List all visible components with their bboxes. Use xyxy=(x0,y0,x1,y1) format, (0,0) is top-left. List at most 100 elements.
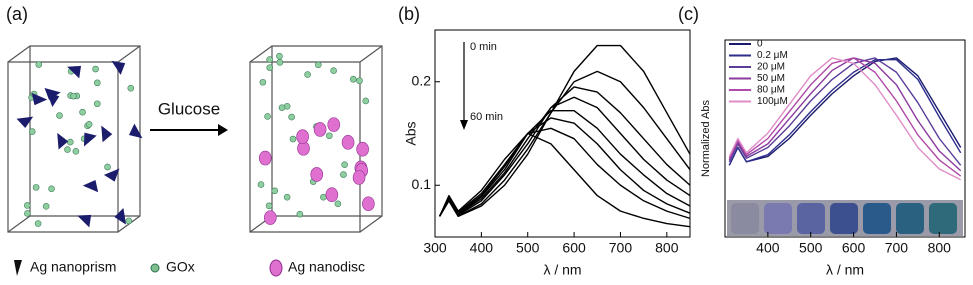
x-tick-label: 400 xyxy=(470,240,494,256)
cuvette xyxy=(863,203,891,234)
gox xyxy=(28,128,36,135)
data-line xyxy=(439,127,691,220)
data-line xyxy=(728,57,962,181)
gox xyxy=(276,59,284,66)
x-tick-label: 300 xyxy=(423,240,447,256)
legend-text: Ag nanoprism xyxy=(30,259,116,275)
nanodisc xyxy=(263,210,277,225)
data-line xyxy=(439,110,691,217)
gox xyxy=(349,75,357,83)
arrow-head xyxy=(218,124,228,136)
y-tick-label: 0.1 xyxy=(412,176,432,192)
data-line xyxy=(728,59,962,166)
gox xyxy=(24,210,31,217)
gox xyxy=(320,193,327,201)
gox xyxy=(264,113,271,120)
nanoprism xyxy=(46,91,60,108)
box-before xyxy=(7,45,141,233)
gox xyxy=(288,113,295,121)
data-line xyxy=(438,132,691,228)
gox xyxy=(304,71,311,78)
legend-icon xyxy=(269,259,283,277)
gox xyxy=(23,202,31,209)
nanodisc xyxy=(325,187,339,203)
x-tick-label: 600 xyxy=(842,240,866,256)
gox xyxy=(265,202,273,210)
gox xyxy=(259,78,267,86)
gox xyxy=(85,120,93,128)
gox xyxy=(42,203,50,210)
x-tick-label: 800 xyxy=(928,240,952,256)
nanodisc xyxy=(341,135,355,150)
nanoprism xyxy=(57,132,69,150)
plot-frame xyxy=(434,29,691,238)
legend-label: 0 xyxy=(757,39,763,50)
gox xyxy=(326,132,333,140)
x-tick-label: 700 xyxy=(609,240,633,256)
x-axis-label: λ / nm xyxy=(543,262,581,278)
x-axis-label: λ / nm xyxy=(826,262,864,278)
gox xyxy=(92,65,99,73)
data-line xyxy=(439,44,691,217)
gox xyxy=(266,56,273,63)
nanoprism xyxy=(111,60,126,75)
cuvette xyxy=(929,203,957,234)
y-tick-label: 0.2 xyxy=(412,72,432,88)
gox xyxy=(125,217,133,225)
legend-label: 0.2 μM xyxy=(757,50,788,61)
nanodisc xyxy=(356,141,369,157)
reaction-boxes xyxy=(7,45,383,233)
nanodisc xyxy=(258,150,272,166)
x-tick-label: 700 xyxy=(885,240,909,256)
legend-label: 80 μM xyxy=(757,85,785,96)
gox xyxy=(104,163,111,171)
legend-icon xyxy=(150,263,160,273)
gox xyxy=(340,171,347,178)
nanodisc xyxy=(310,167,324,182)
box-after xyxy=(249,45,383,233)
gox xyxy=(296,210,304,218)
gox xyxy=(66,138,74,146)
nanodisc xyxy=(313,122,327,137)
nanoprism xyxy=(77,214,92,228)
nanodisc xyxy=(362,196,375,212)
x-tick-label: 800 xyxy=(655,240,679,256)
gox xyxy=(70,92,77,100)
data-line xyxy=(439,70,691,217)
nanodisc xyxy=(327,117,341,132)
nanoprism xyxy=(103,168,120,182)
panel-label: (c) xyxy=(678,4,699,24)
annotation: 0 min xyxy=(470,41,497,53)
legend-text: GOx xyxy=(166,259,195,275)
nanoprism xyxy=(82,179,99,193)
gox xyxy=(79,108,86,116)
gox xyxy=(276,52,283,60)
gox xyxy=(341,161,348,168)
x-tick-label: 500 xyxy=(799,240,823,256)
legend-text: Ag nanodisc xyxy=(288,259,365,275)
gox xyxy=(334,200,342,208)
nanoprism xyxy=(114,208,127,225)
data-line xyxy=(439,117,691,217)
x-tick-label: 600 xyxy=(562,240,586,256)
cuvette xyxy=(830,203,858,234)
legend-icon xyxy=(14,260,22,276)
time-arrow-head xyxy=(460,120,468,130)
annotation: 60 min xyxy=(470,111,503,123)
nanoprism xyxy=(128,123,143,139)
y-axis-label: Normalized Abs xyxy=(700,99,712,177)
gox xyxy=(257,181,265,188)
gox xyxy=(32,184,40,191)
gox xyxy=(64,146,71,153)
nanoprism xyxy=(67,65,81,79)
nanodisc xyxy=(296,129,309,145)
nanoprism xyxy=(16,116,34,128)
gox xyxy=(72,148,80,155)
gox xyxy=(314,61,322,69)
nanoprism xyxy=(83,132,97,147)
gox xyxy=(283,193,291,201)
plot-frame xyxy=(724,39,966,238)
cuvette xyxy=(764,203,792,234)
y-axis-label: Abs xyxy=(403,121,419,145)
